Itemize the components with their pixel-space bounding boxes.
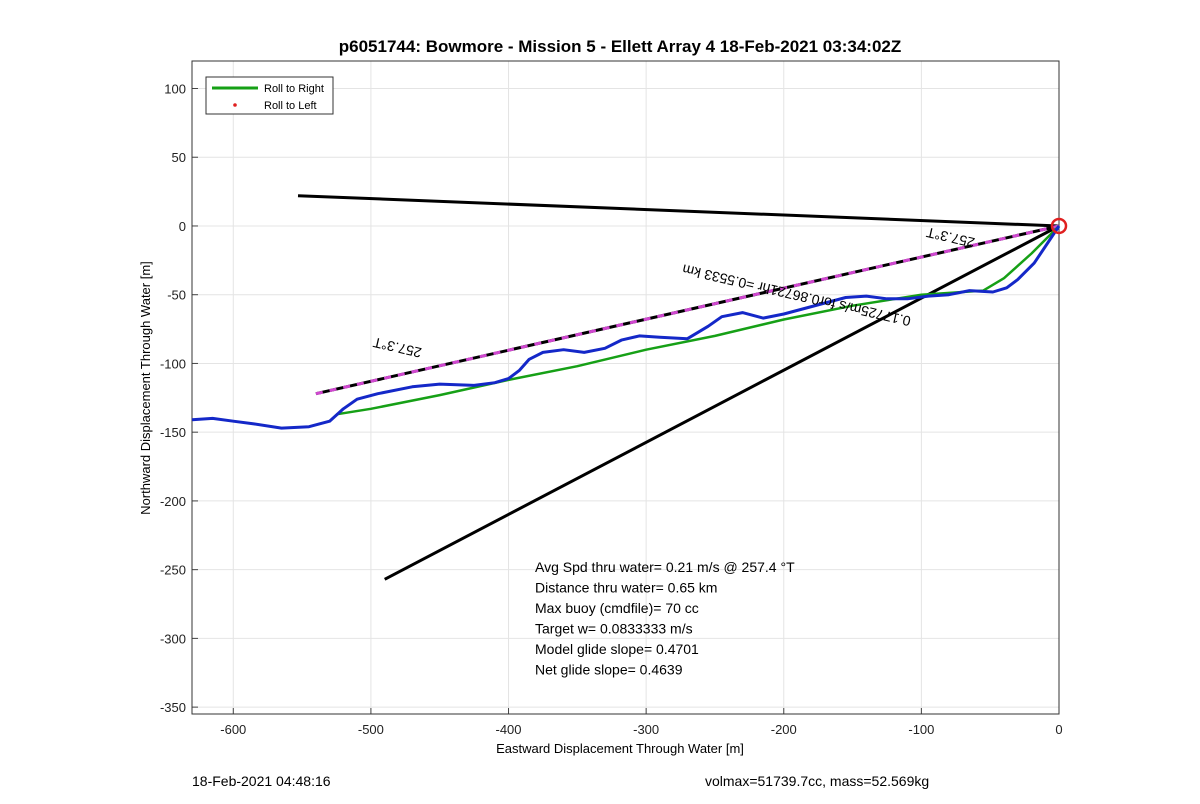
axes: -600 -500 -400 -300 -200 -100 0 100 50 0 -50 -100 -1… bbox=[160, 60, 1063, 737]
y-tick-label: -50 bbox=[167, 288, 186, 303]
y-tick-label: -300 bbox=[160, 631, 186, 646]
footer-timestamp: 18-Feb-2021 04:48:16 bbox=[192, 773, 331, 789]
y-tick-label: -200 bbox=[160, 494, 186, 509]
bearing-line bbox=[384, 224, 1060, 581]
y-tick-label: -100 bbox=[160, 356, 186, 371]
x-tick-label: -100 bbox=[908, 722, 934, 737]
y-tick-label: 50 bbox=[172, 150, 186, 165]
x-tick-label: -200 bbox=[771, 722, 797, 737]
x-tick-label: 0 bbox=[1055, 722, 1062, 737]
stats-annotations: Avg Spd thru water= 0.21 m/s @ 257.4 °T D… bbox=[535, 559, 795, 678]
x-tick-label: -500 bbox=[358, 722, 384, 737]
y-tick-label: 0 bbox=[179, 219, 186, 234]
x-tick-label: -400 bbox=[496, 722, 522, 737]
y-tick-label: -350 bbox=[160, 700, 186, 715]
stats-line: Avg Spd thru water= 0.21 m/s @ 257.4 °T bbox=[535, 559, 795, 575]
y-tick-label: -250 bbox=[160, 563, 186, 578]
legend-box bbox=[205, 76, 334, 115]
stats-line: Target w= 0.0833333 m/s bbox=[535, 621, 693, 637]
track-series bbox=[191, 217, 1068, 430]
x-tick-label: -300 bbox=[633, 722, 659, 737]
plot-frame bbox=[191, 60, 1060, 715]
track-line bbox=[191, 225, 1061, 430]
y-tick-label: -150 bbox=[160, 425, 186, 440]
legend: Roll to Right Roll to Left bbox=[205, 76, 334, 115]
legend-label: Roll to Left bbox=[264, 100, 317, 112]
legend-dot-swatch bbox=[233, 103, 237, 107]
legend-label: Roll to Right bbox=[264, 83, 324, 95]
grid-lines bbox=[192, 61, 1060, 714]
y-axis-label: Northward Displacement Through Water [m] bbox=[138, 261, 153, 515]
origin-marker bbox=[1050, 217, 1068, 235]
x-axis-label: Eastward Displacement Through Water [m] bbox=[496, 741, 744, 756]
bearing-lines bbox=[297, 194, 1060, 581]
stats-line: Model glide slope= 0.4701 bbox=[535, 641, 699, 657]
x-tick-label: -600 bbox=[220, 722, 246, 737]
bearing-line bbox=[297, 194, 1060, 228]
bearing-line-dashed bbox=[315, 224, 1060, 396]
roll-right-line bbox=[336, 225, 1060, 416]
stats-line: Max buoy (cmdfile)= 70 cc bbox=[535, 600, 699, 616]
y-tick-label: 100 bbox=[164, 81, 186, 96]
stats-line: Distance thru water= 0.65 km bbox=[535, 580, 717, 596]
stats-line: Net glide slope= 0.4639 bbox=[535, 662, 683, 678]
chart-title: p6051744: Bowmore - Mission 5 - Ellett A… bbox=[339, 37, 902, 56]
footer-summary: volmax=51739.7cc, mass=52.569kg bbox=[705, 773, 930, 789]
plot-area bbox=[192, 61, 1059, 714]
